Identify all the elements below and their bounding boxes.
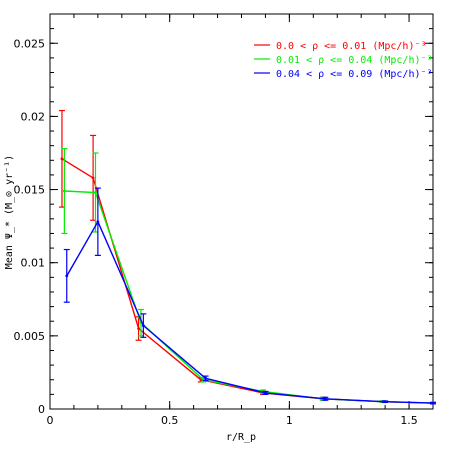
series-line xyxy=(66,220,434,404)
series-group xyxy=(58,109,436,405)
y-tick-label: 0.015 xyxy=(14,184,46,197)
data-point xyxy=(431,401,435,405)
x-tick-label: 0.5 xyxy=(161,414,179,427)
data-point xyxy=(96,220,100,224)
legend-entry: 0.04 < ρ <= 0.09 (Mpc/h)⁻³ xyxy=(276,69,433,80)
y-tick-label: 0.02 xyxy=(21,110,46,123)
data-point xyxy=(137,327,140,330)
data-point xyxy=(383,400,387,404)
series-1 xyxy=(58,109,436,405)
data-point xyxy=(62,189,66,193)
data-point xyxy=(91,176,95,180)
y-tick-label: 0.005 xyxy=(14,330,46,343)
data-point xyxy=(141,324,145,328)
data-point xyxy=(204,376,207,380)
y-tick-label: 0.025 xyxy=(14,37,46,50)
y-axis-label: Mean Ψ_* (M_⊙ yr⁻¹) xyxy=(4,155,15,269)
legend-entry: 0.0 < ρ <= 0.01 (Mpc/h)⁻³ xyxy=(276,41,427,52)
series-3 xyxy=(63,187,436,405)
legend: 0.0 < ρ <= 0.01 (Mpc/h)⁻³ 0.01 < ρ <= 0.0… xyxy=(254,41,433,80)
x-tick-label: 1.5 xyxy=(400,414,418,427)
series-2 xyxy=(61,147,436,405)
data-point xyxy=(264,391,267,395)
data-point xyxy=(323,397,327,401)
x-axis-label: r/R_p xyxy=(226,432,256,443)
series-line xyxy=(61,158,434,404)
data-point xyxy=(60,157,64,161)
axis-ticks: 0 0.5 1 1.5 0 0.005 0.01 0.015 0.02 0.025 xyxy=(14,13,434,427)
data-point xyxy=(65,274,69,278)
series-line xyxy=(64,190,434,404)
x-tick-label: 0 xyxy=(47,414,54,427)
legend-entry: 0.01 < ρ <= 0.04 (Mpc/h)⁻³ xyxy=(276,55,433,66)
x-tick-label: 1 xyxy=(286,414,293,427)
y-tick-label: 0 xyxy=(38,403,45,416)
data-point xyxy=(94,191,97,194)
y-tick-label: 0.01 xyxy=(21,257,46,270)
